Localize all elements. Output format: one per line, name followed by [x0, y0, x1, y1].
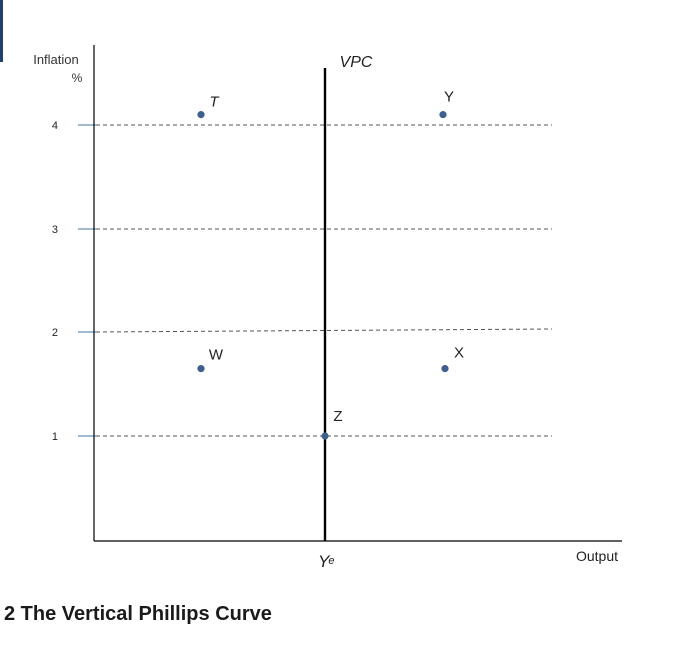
gridline-2 — [95, 328, 553, 333]
point-label-x: X — [454, 345, 464, 362]
y-axis-unit: % — [72, 71, 83, 85]
y-tick-marks — [78, 124, 96, 437]
point-w — [197, 365, 205, 373]
y-tick-label-4: 4 — [52, 120, 58, 132]
ye-label: Ye — [318, 552, 334, 571]
point-x — [441, 365, 449, 373]
y-tick-label-1: 1 — [52, 431, 58, 443]
y-tick-label-2: 2 — [52, 327, 58, 339]
phillips-curve-diagram: 4 3 2 1 Inflation % Output VPC Ye T Y W X Z — [33, 45, 622, 571]
corner-accent-bar — [0, 0, 3, 62]
vpc-label: VPC — [340, 54, 373, 71]
point-label-t: T — [209, 94, 220, 111]
figure-caption: 2 The Vertical Phillips Curve — [4, 603, 272, 625]
points-layer: T Y W X Z — [197, 89, 464, 440]
y-tick-labels: 4 3 2 1 — [52, 120, 58, 443]
y-axis-label: Inflation — [33, 52, 79, 67]
point-z — [321, 432, 329, 440]
point-label-w: W — [209, 347, 224, 364]
x-axis-label: Output — [576, 548, 618, 564]
y-tick-label-3: 3 — [52, 224, 58, 236]
ye-label-sup: e — [328, 555, 334, 567]
ye-label-base: Y — [318, 552, 331, 571]
point-t — [197, 111, 205, 119]
point-y — [439, 111, 447, 119]
point-label-z: Z — [333, 408, 342, 425]
point-label-y: Y — [444, 89, 454, 106]
